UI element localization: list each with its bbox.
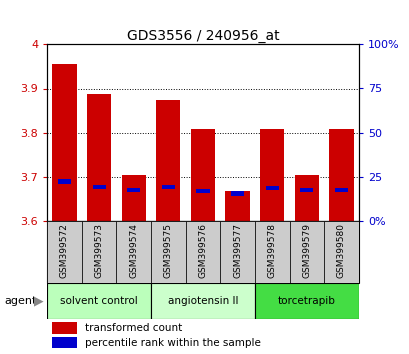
Bar	[92, 185, 106, 189]
Bar	[47, 221, 81, 283]
Bar	[289, 221, 324, 283]
Text: GSM399577: GSM399577	[232, 223, 241, 279]
Bar	[52, 64, 76, 221]
Bar	[259, 129, 283, 221]
Bar	[328, 129, 353, 221]
Bar	[185, 221, 220, 283]
Bar	[324, 221, 358, 283]
Bar	[299, 188, 312, 193]
Bar	[190, 129, 215, 221]
Text: GSM399578: GSM399578	[267, 223, 276, 279]
Bar	[116, 221, 151, 283]
Text: GSM399576: GSM399576	[198, 223, 207, 279]
Text: GSM399580: GSM399580	[336, 223, 345, 279]
Text: GSM399573: GSM399573	[94, 223, 103, 279]
Text: GSM399572: GSM399572	[60, 223, 69, 279]
Bar	[265, 186, 278, 190]
Text: angiotensin II: angiotensin II	[167, 296, 238, 306]
Bar	[58, 179, 71, 184]
Bar	[47, 283, 151, 319]
Bar	[334, 188, 347, 193]
Title: GDS3556 / 240956_at: GDS3556 / 240956_at	[126, 29, 279, 43]
Text: agent: agent	[4, 296, 36, 306]
Bar	[156, 99, 180, 221]
Text: GSM399574: GSM399574	[129, 223, 138, 279]
Text: percentile rank within the sample: percentile rank within the sample	[85, 338, 261, 348]
Text: GSM399575: GSM399575	[164, 223, 173, 279]
Bar	[254, 283, 358, 319]
Bar	[196, 189, 209, 193]
Bar	[294, 175, 318, 221]
Bar	[87, 94, 111, 221]
Text: ▶: ▶	[34, 295, 44, 307]
Bar	[254, 221, 289, 283]
Bar	[230, 191, 243, 196]
Bar	[127, 188, 140, 193]
Bar	[81, 221, 116, 283]
Bar	[151, 221, 185, 283]
Text: torcetrapib: torcetrapib	[277, 296, 335, 306]
Bar	[52, 337, 77, 348]
Bar	[162, 184, 175, 189]
Bar	[220, 221, 254, 283]
Bar	[151, 283, 254, 319]
Bar	[121, 175, 146, 221]
Text: solvent control: solvent control	[60, 296, 137, 306]
Text: transformed count: transformed count	[85, 323, 182, 333]
Bar	[52, 322, 77, 334]
Bar	[225, 191, 249, 221]
Text: GSM399579: GSM399579	[301, 223, 310, 279]
